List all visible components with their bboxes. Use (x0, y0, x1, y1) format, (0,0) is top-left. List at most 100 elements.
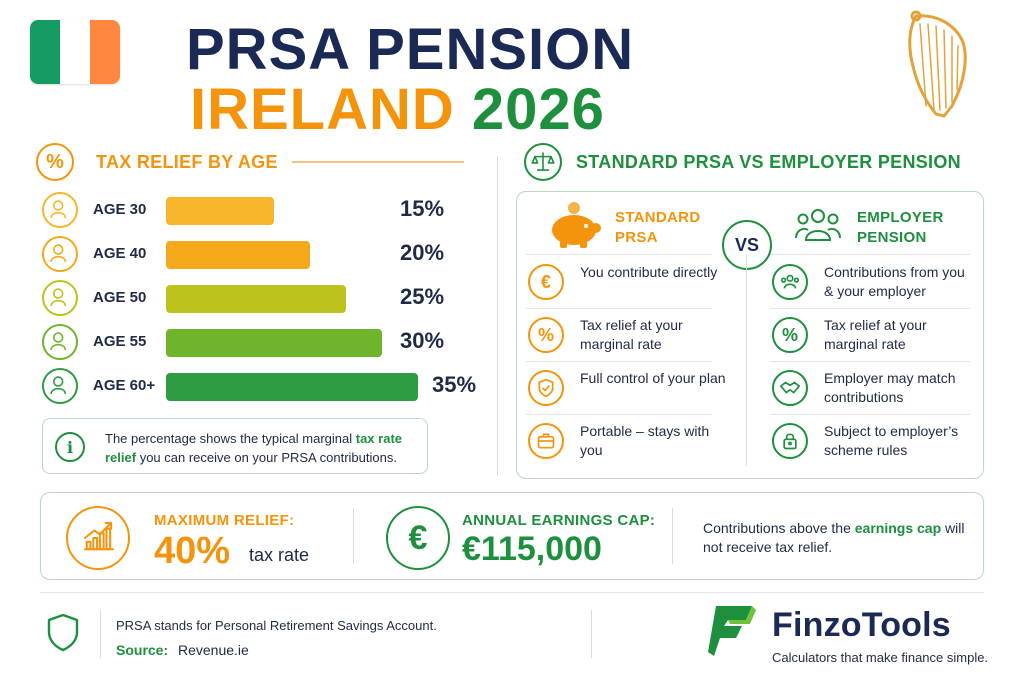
title-year: 2026 (471, 77, 605, 142)
tax-relief-percent: 35% (432, 372, 477, 397)
age-label: AGE 50 (93, 289, 147, 306)
feature-text: You contribute directly (580, 264, 718, 280)
feature-text: Tax relief at your marginal rate (580, 317, 683, 352)
shield-check-icon (528, 370, 564, 406)
earnings-cap-value: €115,000 (462, 530, 602, 568)
tax-relief-title: TAX RELIEF BY AGE (96, 151, 278, 172)
harp-icon (908, 10, 967, 118)
handshake-icon (772, 370, 808, 406)
tax-relief-bar (166, 197, 274, 225)
scale-icon (524, 143, 562, 181)
max-relief-label: MAXIMUM RELIEF: (154, 512, 295, 529)
info-icon: i (55, 432, 85, 462)
tax-relief-bar (166, 241, 310, 269)
employer-feature: Subject to employer’s scheme rules (772, 417, 972, 469)
feature-separator (526, 361, 712, 362)
brand-tagline: Calculators that make finance simple. (772, 650, 989, 665)
employer-feature: Employer may match contributions (772, 364, 972, 416)
divider (291, 161, 464, 163)
age-label: AGE 40 (93, 245, 147, 262)
prsa-definition: PRSA stands for Personal Retirement Savi… (116, 618, 437, 633)
info-text: The percentage shows the typical margina… (105, 431, 402, 465)
briefcase-icon (528, 423, 564, 459)
heading-separator (526, 254, 712, 255)
tax-relief-row: AGE 40 20% (42, 236, 482, 276)
earnings-cap-note: Contributions above the earnings cap wil… (703, 520, 965, 555)
feature-text: Tax relief at your marginal rate (824, 317, 927, 352)
tax-relief-percent: 20% (400, 240, 445, 265)
tax-relief-percent: 30% (400, 328, 445, 353)
summary-panel (40, 492, 984, 580)
age-label: AGE 30 (93, 201, 147, 218)
info-note: i The percentage shows the typical margi… (42, 418, 428, 474)
column-divider (746, 254, 747, 466)
flag-stripe-orange (90, 20, 120, 84)
age-label: AGE 60+ (93, 377, 156, 394)
divider (100, 610, 101, 658)
finzotools-logo-icon (708, 606, 756, 656)
piggy-bank-icon (552, 202, 601, 248)
percent-icon: % (528, 317, 564, 353)
age-label: AGE 55 (93, 333, 147, 350)
tax-relief-bar (166, 329, 382, 357)
footer-divider (40, 592, 984, 593)
tax-relief-row: AGE 30 15% (42, 192, 482, 232)
divider (672, 508, 673, 564)
person-icon (42, 368, 78, 404)
feature-separator (770, 361, 970, 362)
standard-feature: Full control of your plan (528, 364, 728, 416)
tax-relief-row: AGE 60+ 35% (42, 368, 482, 408)
flag-stripe-green (30, 20, 60, 84)
comparison-title: STANDARD PRSA VS EMPLOYER PENSION (576, 151, 961, 172)
feature-text: Contributions from you & your employer (824, 264, 965, 299)
tax-relief-percent: 25% (400, 284, 445, 309)
standard-feature: € You contribute directly (528, 258, 728, 310)
feature-separator (526, 414, 712, 415)
feature-separator (770, 414, 970, 415)
group-icon (772, 264, 808, 300)
feature-text: Full control of your plan (580, 370, 726, 386)
tax-relief-row: AGE 50 25% (42, 280, 482, 320)
feature-text: Subject to employer’s scheme rules (824, 423, 959, 458)
section-divider (497, 156, 498, 476)
earnings-cap-label: ANNUAL EARNINGS CAP: (462, 512, 656, 529)
person-icon (42, 236, 78, 272)
page-title: PRSA PENSION (186, 17, 635, 82)
standard-feature: Portable – stays with you (528, 417, 728, 469)
max-relief-value: 40% (154, 530, 231, 572)
percent-icon: % (772, 317, 808, 353)
employer-pension-heading: EMPLOYER PENSION (857, 209, 944, 246)
comparison-panel (516, 191, 984, 479)
heading-separator (770, 254, 970, 255)
source-label: Source: (116, 642, 169, 658)
comparison-header: STANDARD PRSA VS EMPLOYER PENSION (524, 143, 961, 181)
max-relief-unit: tax rate (249, 545, 310, 565)
tax-relief-row: AGE 55 30% (42, 324, 482, 364)
percent-icon: % (36, 143, 74, 181)
group-icon (795, 209, 841, 241)
brand-name: FinzoTools (772, 606, 951, 644)
divider (591, 610, 592, 658)
standard-prsa-heading: STANDARD PRSA (615, 209, 701, 246)
tax-relief-percent: 15% (400, 196, 445, 221)
euro-icon: € (528, 264, 564, 300)
lock-icon (772, 423, 808, 459)
euro-icon: € (386, 506, 450, 570)
feature-text: Employer may match contributions (824, 370, 956, 405)
shield-icon (47, 613, 79, 652)
tax-relief-bar (166, 285, 346, 313)
person-icon (42, 192, 78, 228)
feature-separator (770, 308, 970, 309)
person-icon (42, 280, 78, 316)
standard-feature: % Tax relief at your marginal rate (528, 311, 728, 363)
person-icon (42, 324, 78, 360)
flag-stripe-white (60, 20, 90, 84)
feature-text: Portable – stays with you (580, 423, 710, 458)
ireland-flag-icon (30, 20, 120, 84)
source-value: Revenue.ie (178, 642, 249, 658)
vs-badge: VS (722, 220, 772, 270)
tax-relief-header: % TAX RELIEF BY AGE (36, 143, 464, 181)
title-country: IRELAND (190, 77, 455, 142)
chart-icon (66, 506, 130, 570)
page-subtitle: IRELAND 2026 (190, 76, 605, 143)
